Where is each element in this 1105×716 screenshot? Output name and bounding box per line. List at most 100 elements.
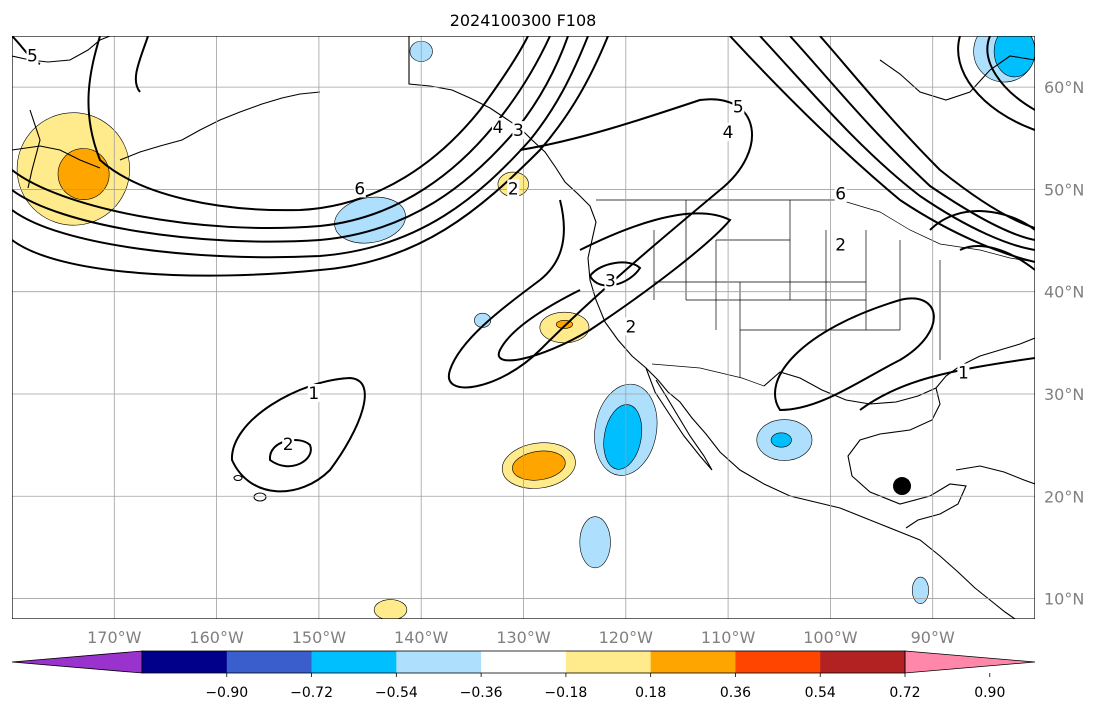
contour-label: 4	[723, 123, 734, 143]
contour-label-background	[307, 383, 320, 402]
lon-tick-label: 160°W	[189, 628, 244, 647]
state-borders	[653, 200, 941, 378]
contour-us-ridge-3	[588, 261, 642, 287]
contour-label: 4	[493, 118, 504, 138]
contour-gulf-1	[774, 297, 935, 412]
contour-label-background	[732, 97, 745, 116]
contour-label: 6	[354, 179, 365, 199]
contour-eastern-canada-3	[789, 36, 1035, 241]
colorbar-segment	[735, 651, 821, 673]
colorbar-segment	[142, 651, 228, 673]
contour-label: 2	[508, 179, 519, 199]
contour-kamchatka	[134, 36, 149, 93]
anomaly-area-1	[57, 148, 110, 200]
contour-label-background	[353, 179, 366, 198]
coastline-gulf-of-mexico	[763, 371, 967, 529]
colorbar-max-extension	[904, 650, 1036, 674]
colorbar-tick-label: 0.90	[974, 685, 1005, 701]
contour-label: 5	[733, 98, 744, 118]
contour-gulf-1b	[859, 357, 1035, 411]
colorbar-outline	[141, 650, 906, 674]
lat-tick-label: 30°N	[1044, 385, 1084, 404]
colorbar-segment	[396, 651, 482, 673]
colorbar-segment	[650, 651, 736, 673]
colorbar-tick-label: −0.72	[290, 685, 333, 701]
contour-label: 2	[835, 236, 846, 256]
contour-label: 3	[605, 271, 616, 291]
contour-label-background	[722, 123, 735, 142]
contour-label-background	[282, 435, 295, 454]
anomaly-area-16	[373, 599, 408, 619]
border-us-canada	[596, 199, 1035, 263]
coastline-kamchatka	[27, 109, 41, 189]
contour-label: 3	[513, 121, 524, 141]
figure-title: 2024100300 F108	[450, 11, 597, 30]
contour-label-background	[834, 235, 847, 254]
contour-central-pacific-2	[268, 439, 312, 468]
contour-north-pacific-1	[12, 36, 609, 277]
contour-north-pacific-6	[87, 36, 529, 212]
contour-eastern-canada-1	[729, 36, 1035, 263]
political-borders	[408, 36, 1035, 387]
colorbar-segment	[311, 651, 397, 673]
coastline-cuba	[955, 465, 1035, 485]
contour-label-background	[624, 317, 637, 336]
lon-tick-label: 100°W	[803, 628, 858, 647]
contour-label: 6	[835, 185, 846, 205]
colorbar-segment	[481, 651, 567, 673]
contour-label-background	[957, 363, 970, 382]
longitude-tick-labels: 170°W 160°W 150°W 140°W 130°W 120°W 110°W 100°W…	[87, 628, 955, 647]
anomaly-area-9	[603, 404, 643, 470]
lon-tick-label: 170°W	[87, 628, 142, 647]
colorbar-tick-label: 0.36	[720, 685, 751, 701]
border-us-mexico	[651, 363, 765, 387]
contour-label-background	[512, 121, 525, 140]
contour-label: 5	[27, 46, 38, 66]
colorbar-tick-label: 0.72	[889, 685, 920, 701]
contour-label: 2	[283, 435, 294, 455]
contour-label-background	[491, 118, 504, 137]
lon-tick-label: 140°W	[394, 628, 449, 647]
lat-tick-label: 60°N	[1044, 78, 1084, 97]
lon-tick-label: 150°W	[292, 628, 347, 647]
colorbar-min-extension	[11, 650, 143, 674]
colorbar-tick-label: −0.36	[460, 685, 503, 701]
anomaly-area-7	[474, 312, 492, 328]
lat-tick-label: 50°N	[1044, 180, 1084, 199]
coastline-baja-california	[645, 367, 713, 471]
colorbar-tick-label: 0.54	[805, 685, 836, 701]
location-marker	[893, 477, 912, 496]
lon-tick-label: 90°W	[911, 628, 955, 647]
colorbar-segment	[226, 651, 313, 673]
contour-label-background	[604, 271, 617, 290]
anomaly-area-14	[579, 516, 611, 569]
lon-tick-label: 110°W	[701, 628, 756, 647]
contour-eastern-canada-6	[986, 36, 1035, 111]
island-hawaii	[253, 492, 267, 502]
lon-tick-label: 130°W	[496, 628, 551, 647]
contour-north-pacific-4	[12, 36, 551, 230]
colorbar-tick-label: −0.90	[205, 685, 248, 701]
lon-tick-label: 120°W	[599, 628, 654, 647]
anomaly-area-13	[770, 432, 792, 448]
contour-label-background	[507, 179, 520, 198]
lat-tick-label: 40°N	[1044, 283, 1084, 302]
lat-tick-label: 10°N	[1044, 590, 1084, 609]
coastline-aleutian-chain	[12, 145, 101, 169]
coastline-florida-east	[935, 337, 1035, 389]
contour-label: 1	[308, 384, 319, 404]
colorbar-tick-label: 0.18	[635, 685, 666, 701]
contour-label-background	[26, 46, 39, 65]
contour-label-background	[834, 184, 847, 203]
colorbar	[11, 650, 1036, 674]
contour-lines	[12, 36, 1035, 493]
contour-label: 2	[626, 318, 637, 338]
contour-eastern-canada-2	[759, 36, 1035, 251]
island-maui	[233, 474, 243, 482]
contour-us-ridge-2	[497, 212, 732, 362]
colorbar-segment	[820, 651, 906, 673]
lat-tick-label: 20°N	[1044, 487, 1084, 506]
anomaly-area-15	[911, 576, 929, 604]
colorbar-tick-label: −0.18	[544, 685, 587, 701]
